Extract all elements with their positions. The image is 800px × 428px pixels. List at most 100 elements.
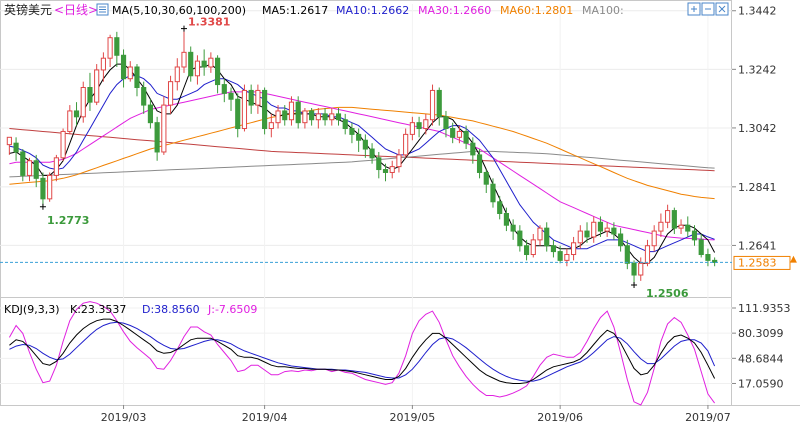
candle[interactable] (665, 204, 671, 229)
minus-icon[interactable] (701, 2, 715, 16)
candle[interactable] (228, 87, 234, 111)
candle[interactable] (577, 225, 583, 249)
candle[interactable] (215, 55, 221, 94)
candle[interactable] (275, 105, 281, 129)
candle[interactable] (638, 257, 644, 281)
candle[interactable] (503, 207, 509, 232)
candle[interactable] (470, 137, 476, 164)
candle[interactable] (282, 105, 288, 126)
candle[interactable] (194, 55, 201, 85)
candle[interactable] (456, 125, 462, 144)
candle[interactable] (100, 52, 106, 82)
candle[interactable] (67, 105, 73, 135)
candle[interactable] (154, 116, 160, 161)
candle[interactable] (13, 137, 19, 161)
candle[interactable] (429, 84, 436, 126)
candle[interactable] (483, 169, 489, 193)
candle[interactable] (604, 222, 610, 237)
candle[interactable] (349, 122, 355, 144)
candle[interactable] (618, 228, 624, 252)
candle[interactable] (53, 154, 59, 182)
candle[interactable] (295, 96, 301, 129)
candle[interactable] (591, 216, 597, 243)
candle[interactable] (584, 222, 590, 243)
candle[interactable] (396, 149, 402, 173)
candle[interactable] (550, 239, 557, 258)
candle[interactable] (369, 143, 375, 164)
candle[interactable] (409, 116, 415, 141)
candle[interactable] (33, 154, 39, 188)
candle[interactable] (685, 216, 691, 237)
candle[interactable] (403, 128, 409, 158)
candle[interactable] (255, 84, 261, 114)
candle[interactable] (241, 84, 248, 132)
candle[interactable] (362, 134, 368, 158)
candle[interactable] (60, 128, 66, 161)
candle[interactable] (490, 178, 496, 208)
candle[interactable] (611, 222, 617, 240)
candle[interactable] (94, 64, 100, 106)
candle[interactable] (356, 128, 362, 152)
candle[interactable] (564, 248, 570, 267)
candle[interactable] (127, 61, 133, 82)
candle[interactable] (167, 75, 174, 114)
candle[interactable] (624, 239, 630, 270)
candle[interactable] (40, 172, 46, 207)
candle[interactable] (705, 248, 711, 267)
candle[interactable] (262, 87, 268, 135)
candle[interactable] (107, 34, 113, 67)
candle[interactable] (73, 102, 80, 126)
candle[interactable] (463, 125, 469, 150)
candle[interactable] (571, 236, 577, 261)
candle[interactable] (389, 160, 395, 179)
candle[interactable] (201, 49, 207, 76)
candle[interactable] (658, 213, 664, 237)
candle[interactable] (530, 234, 536, 258)
candle[interactable] (141, 81, 147, 114)
candle[interactable] (181, 28, 187, 73)
settings-icon[interactable] (96, 3, 109, 16)
candle[interactable] (557, 245, 563, 264)
candle[interactable] (671, 207, 677, 235)
candle[interactable] (443, 110, 449, 138)
candle[interactable] (476, 149, 483, 179)
candle[interactable] (691, 225, 698, 246)
candle[interactable] (309, 108, 315, 126)
candle[interactable] (161, 96, 167, 155)
candle[interactable] (651, 225, 657, 252)
candle[interactable] (329, 108, 335, 126)
candle[interactable] (6, 136, 12, 155)
candle[interactable] (47, 172, 53, 202)
candle[interactable] (20, 149, 26, 182)
candle[interactable] (631, 260, 637, 285)
candle[interactable] (288, 96, 295, 126)
candle[interactable] (382, 163, 389, 182)
candle[interactable] (235, 93, 241, 138)
candle[interactable] (712, 257, 718, 267)
candle[interactable] (174, 58, 180, 91)
candle[interactable] (436, 87, 442, 126)
candle[interactable] (376, 151, 382, 179)
candle[interactable] (597, 216, 604, 237)
candle[interactable] (248, 84, 254, 114)
candle[interactable] (221, 78, 227, 103)
candle[interactable] (678, 219, 684, 235)
candle[interactable] (114, 31, 120, 67)
close-icon[interactable] (715, 2, 729, 16)
candle[interactable] (268, 113, 274, 138)
candle[interactable] (26, 157, 33, 182)
candle[interactable] (450, 122, 456, 144)
candle[interactable] (416, 116, 422, 138)
candle[interactable] (644, 239, 651, 267)
plus-icon[interactable] (687, 2, 701, 16)
candle[interactable] (208, 52, 214, 73)
candle[interactable] (322, 108, 328, 126)
candle[interactable] (335, 108, 342, 126)
candle[interactable] (147, 99, 153, 129)
candle[interactable] (517, 225, 523, 252)
candle[interactable] (537, 225, 543, 246)
candle[interactable] (80, 81, 86, 123)
candle[interactable] (423, 113, 429, 135)
candle[interactable] (544, 222, 550, 252)
candle[interactable] (134, 64, 140, 97)
